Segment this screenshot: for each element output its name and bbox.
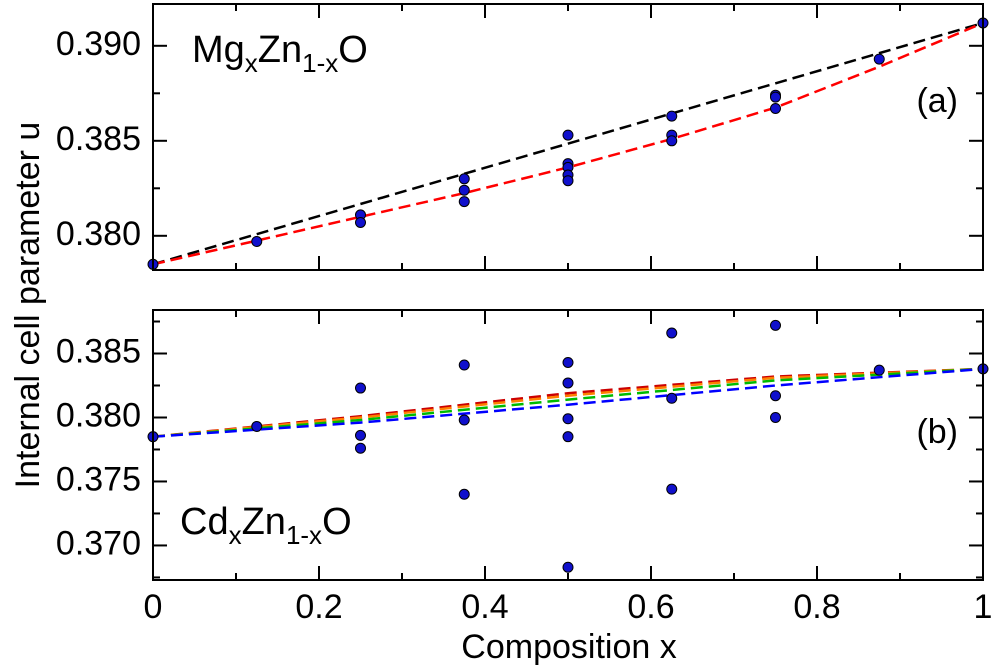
data-point	[666, 135, 678, 147]
y-tick-label: 0.380	[56, 215, 141, 253]
y-tick-label: 0.370	[56, 524, 141, 562]
data-point	[458, 414, 470, 426]
data-point	[458, 196, 470, 208]
x-tick-label: 1	[974, 588, 991, 626]
data-point	[458, 184, 470, 196]
data-point	[562, 129, 574, 141]
data-point	[562, 431, 574, 443]
panel-b: 0 0.2 0.4 0.6 0.8 1 0.370 0.375 0.380 0.385 CdxZn1…	[56, 309, 991, 626]
data-point	[251, 236, 263, 247]
data-point	[770, 319, 781, 331]
series-line-fit-2	[153, 367, 983, 438]
series-line-linear-vegard-	[153, 21, 983, 266]
data-point	[355, 429, 366, 441]
y-tick-label: 0.375	[56, 460, 141, 498]
data-layer	[153, 21, 983, 266]
panel-label: (a)	[916, 82, 958, 120]
series-line-fit-4	[153, 367, 983, 438]
data-point	[355, 382, 366, 394]
data-point	[562, 561, 574, 573]
x-tick-label: 0	[144, 588, 163, 626]
data-point	[770, 103, 781, 114]
y-tick-label: 0.380	[56, 396, 141, 434]
data-point	[770, 91, 781, 103]
data-point	[666, 110, 678, 122]
x-tick-label: 0.8	[793, 588, 840, 626]
data-point	[873, 53, 885, 65]
plot-frame	[152, 309, 984, 581]
y-tick-label: 0.385	[56, 332, 141, 370]
y-tick-label: 0.385	[56, 120, 141, 158]
data-point	[770, 390, 781, 402]
data-point	[458, 359, 470, 371]
x-tick-label: 0.2	[295, 588, 342, 626]
data-point	[562, 175, 574, 187]
data-point	[562, 377, 574, 389]
x-axis-title: Composition x	[461, 628, 676, 666]
series-line-fit-3	[153, 367, 983, 438]
data-point	[873, 364, 885, 376]
data-point	[355, 217, 366, 228]
data-point	[666, 392, 678, 404]
plot-frame	[152, 3, 984, 271]
panel-label: (b)	[916, 413, 958, 451]
data-point	[458, 488, 470, 500]
formula-label: CdxZn1-xO	[180, 501, 352, 550]
data-point	[770, 411, 781, 423]
data-point	[562, 356, 574, 368]
data-point	[458, 173, 470, 185]
panel-a: 0.380 0.385 0.390 MgxZn1-xO (a)	[56, 3, 989, 271]
data-point	[251, 420, 263, 432]
formula-label: MgxZn1-xO	[192, 29, 368, 78]
data-point	[666, 327, 678, 339]
data-point	[666, 483, 678, 495]
data-layer	[153, 367, 983, 438]
x-tick-label: 0.6	[627, 588, 674, 626]
y-tick-label: 0.390	[56, 25, 141, 63]
y-axis-title: Internal cell parameter u	[9, 122, 47, 489]
data-point	[562, 413, 574, 425]
data-point	[355, 442, 366, 454]
x-tick-label: 0.4	[461, 588, 508, 626]
